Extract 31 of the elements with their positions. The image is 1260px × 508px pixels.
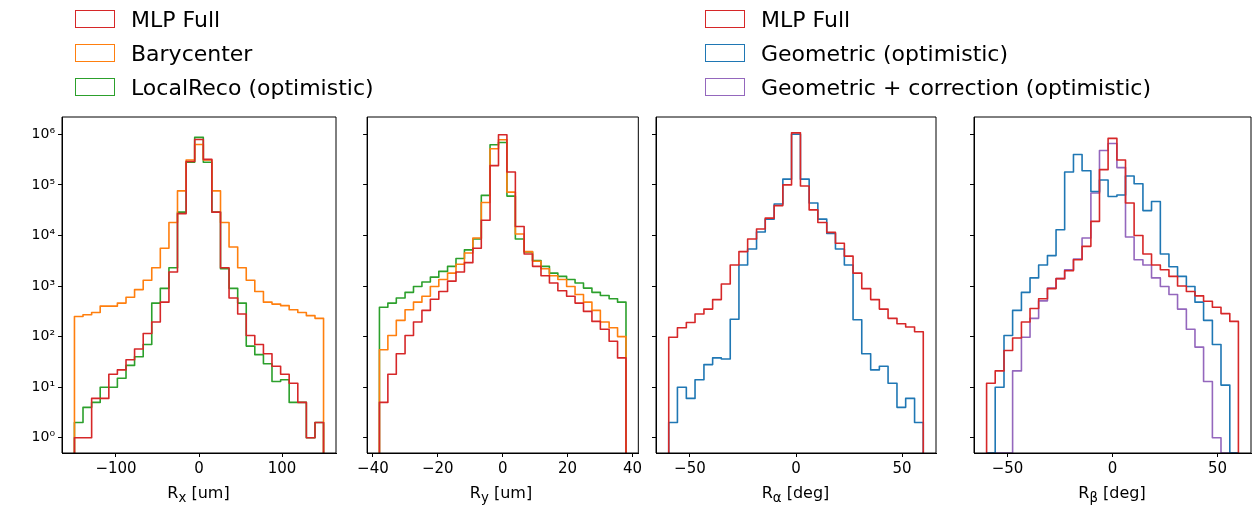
legend-label: Geometric (optimistic) <box>761 40 1009 66</box>
y-tick-label: 10¹ <box>31 377 55 394</box>
x-axis-title: R$_{β}$ [deg] <box>1077 483 1147 506</box>
y-tick-label: 10⁶ <box>31 124 56 141</box>
x-tick-label: 0 <box>1107 458 1118 477</box>
x-tick-label: 50 <box>1207 458 1227 477</box>
x-tick-label: −100 <box>95 458 137 477</box>
x-tick-label: 100 <box>267 458 297 477</box>
legend-label: Geometric + correction (optimistic) <box>761 74 1152 100</box>
y-tick-label: 10⁰ <box>31 428 56 445</box>
x-tick-label: −20 <box>422 458 454 477</box>
x-tick-label: 20 <box>558 458 578 477</box>
y-tick-label: 10³ <box>31 276 55 293</box>
x-tick-label: 50 <box>892 458 912 477</box>
x-tick-label: −50 <box>674 458 706 477</box>
x-axis-title: R$_{α}$ [deg] <box>760 483 831 506</box>
x-tick-label: 0 <box>791 458 801 477</box>
legend-label: MLP Full <box>761 6 851 32</box>
x-tick-label: 0 <box>497 458 508 477</box>
x-axis-title: R$_{x}$ [um] <box>166 483 231 506</box>
x-tick-label: 40 <box>622 458 643 477</box>
x-tick-label: −50 <box>991 458 1024 477</box>
x-axis-title: R$_{y}$ [um] <box>468 483 534 506</box>
x-tick-label: 0 <box>194 458 204 477</box>
x-tick-label: −40 <box>357 458 389 477</box>
legend-label: Barycenter <box>131 40 253 66</box>
y-tick-label: 10⁵ <box>31 175 55 192</box>
y-tick-label: 10² <box>31 327 55 344</box>
legend-label: MLP Full <box>131 6 221 32</box>
legend-label: LocalReco (optimistic) <box>131 74 374 100</box>
y-tick-label: 10⁴ <box>31 226 56 243</box>
